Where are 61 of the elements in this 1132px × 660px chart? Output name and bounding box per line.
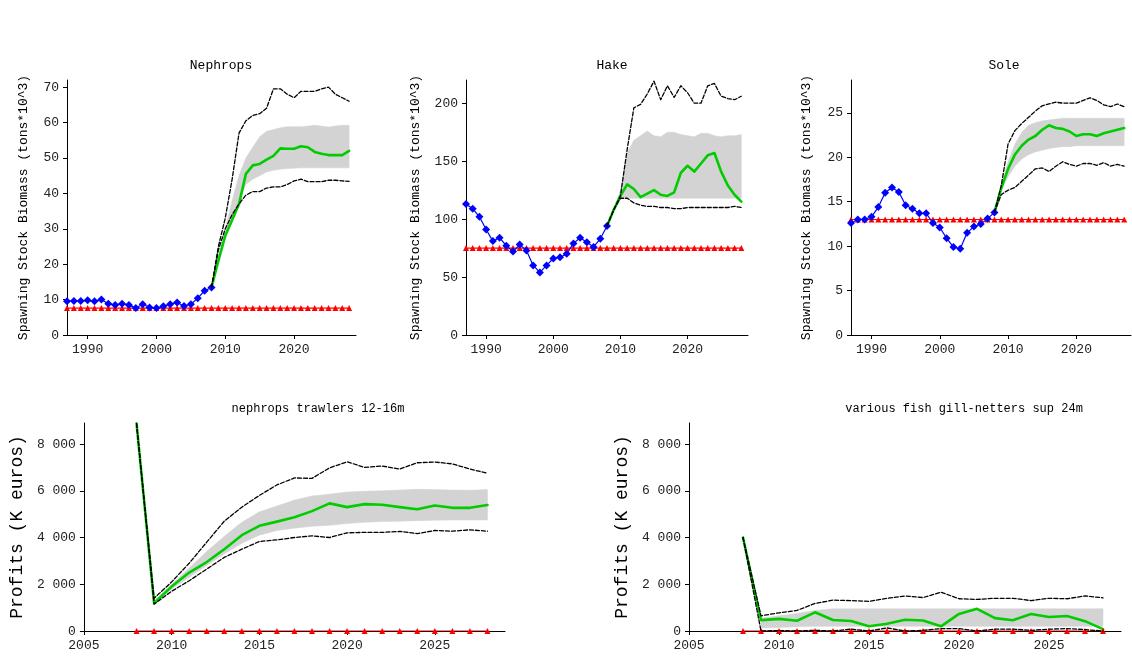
x-tick-label: 2020	[331, 638, 363, 653]
x-tick-label: 2010	[156, 638, 188, 653]
chart-title: various fish gill-netters sup 24m	[845, 402, 1083, 416]
y-tick-label: 15	[827, 194, 843, 210]
y-tick-label: 100	[434, 211, 458, 227]
y-tick-label: 60	[43, 115, 59, 130]
y-tick-label: 8 000	[641, 436, 681, 452]
y-tick-label: 25	[827, 105, 843, 121]
y-tick-label: 50	[442, 269, 458, 285]
y-tick-label: 20	[827, 149, 843, 165]
x-tick-label: 2020	[278, 342, 310, 357]
y-axis-title: Profits (K euros)	[7, 435, 27, 619]
x-tick-label: 2000	[140, 342, 173, 357]
y-tick-label: 5	[835, 283, 843, 299]
y-tick-label: 40	[43, 185, 59, 201]
y-axis-title: Spawning Stock Biomass (tons*10^3)	[16, 74, 31, 341]
x-tick-label: 2000	[537, 342, 569, 357]
y-tick-label: 0	[450, 327, 458, 343]
x-tick-label: 1990	[470, 342, 502, 357]
y-tick-label: 2 000	[36, 576, 76, 592]
chart-title: Sole	[988, 58, 1020, 73]
y-tick-label: 150	[434, 153, 458, 169]
chart-title: nephrops trawlers 12-16m	[231, 402, 405, 416]
y-tick-label: 4 000	[641, 530, 681, 546]
x-tick-label: 2010	[604, 342, 637, 357]
y-tick-label: 6 000	[641, 483, 681, 499]
chart-title: Hake	[596, 58, 628, 73]
y-axis-title: Spawning Stock Biomass (tons*10^3)	[408, 74, 423, 341]
x-tick-label: 1990	[855, 342, 888, 357]
x-tick-label: 1990	[72, 342, 104, 357]
x-tick-label: 2005	[68, 638, 100, 653]
y-tick-label: 0	[673, 623, 681, 639]
y-tick-label: 0	[68, 623, 76, 639]
x-tick-label: 2010	[992, 342, 1024, 357]
y-tick-label: 4 000	[36, 530, 76, 546]
y-axis-title: Profits (K euros)	[612, 435, 633, 619]
x-tick-label: 2000	[924, 342, 956, 357]
chart-title: Nephrops	[189, 58, 253, 73]
x-tick-label: 2020	[1060, 342, 1092, 357]
x-tick-label: 2010	[209, 342, 241, 357]
y-tick-label: 30	[43, 221, 59, 237]
x-tick-label: 2020	[671, 342, 704, 357]
x-tick-label: 2005	[673, 638, 705, 653]
y-tick-label: 20	[43, 256, 59, 272]
y-tick-label: 200	[434, 95, 458, 111]
x-tick-label: 2025	[1033, 638, 1065, 653]
x-tick-label: 2015	[243, 638, 275, 653]
x-tick-label: 2010	[763, 638, 795, 653]
y-tick-label: 10	[827, 238, 843, 254]
y-tick-label: 8 000	[36, 436, 76, 452]
y-tick-label: 70	[43, 79, 59, 95]
y-tick-label: 10	[43, 292, 59, 308]
y-tick-label: 0	[51, 327, 59, 343]
y-tick-label: 2 000	[641, 576, 681, 592]
x-tick-label: 2015	[853, 638, 885, 653]
y-tick-label: 0	[835, 327, 843, 343]
y-axis-title: Spawning Stock Biomass (tons*10^3)	[799, 74, 814, 341]
y-tick-label: 6 000	[36, 483, 76, 499]
y-tick-label: 50	[43, 150, 59, 166]
x-tick-label: 2025	[419, 638, 451, 653]
x-tick-label: 2020	[943, 638, 975, 653]
